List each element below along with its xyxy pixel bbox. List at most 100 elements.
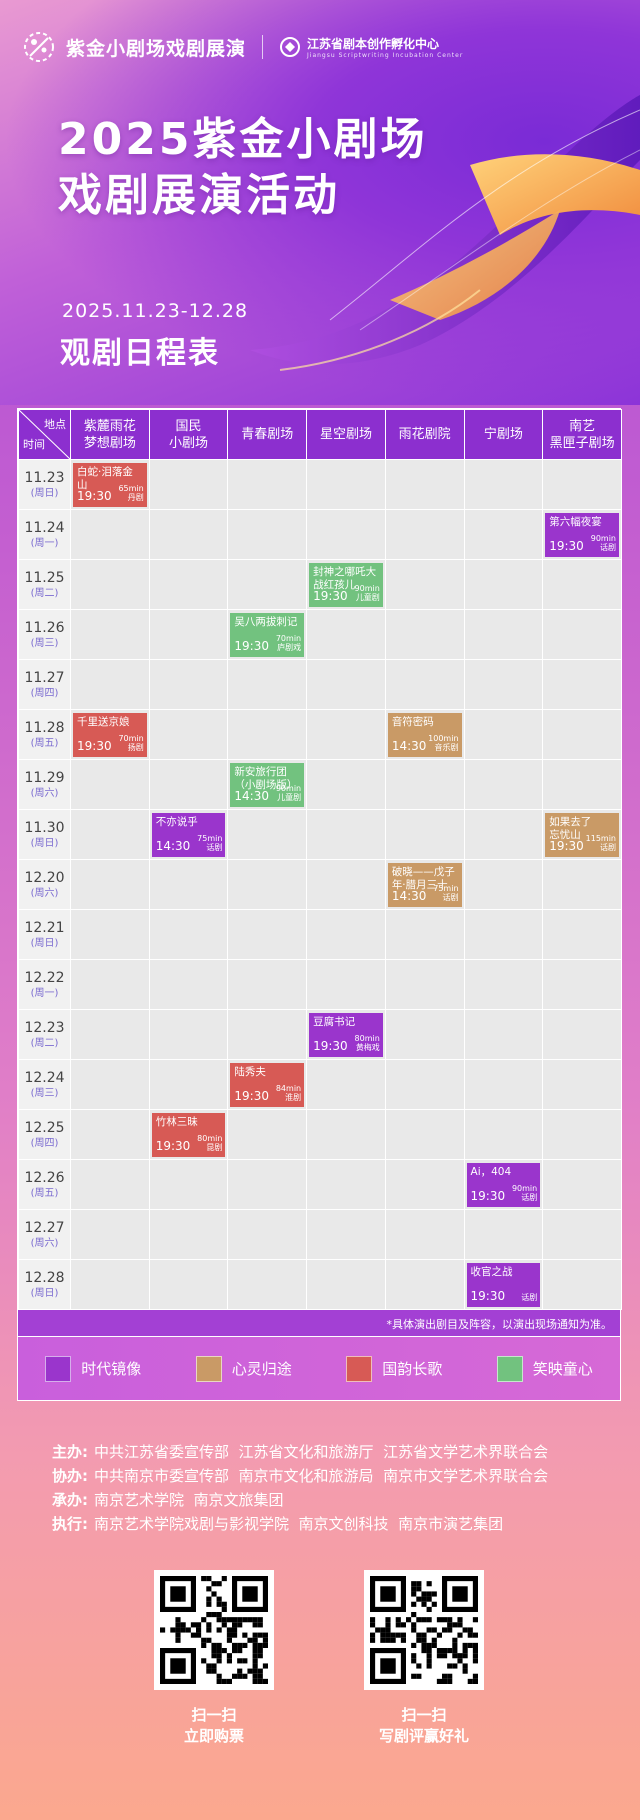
- performance-time: 19:30: [549, 839, 584, 853]
- performance-card[interactable]: 新安旅行团 （小剧场版） 14:30 90min 儿童剧: [230, 763, 305, 807]
- schedule-cell: [542, 659, 622, 710]
- schedule-cell: [148, 509, 229, 560]
- legend-item: 笑映童心: [496, 1355, 593, 1382]
- performance-title: 豆腐书记: [313, 1016, 356, 1028]
- performance-card[interactable]: 不亦说乎 14:30 75min 话剧: [151, 813, 226, 857]
- schedule-cell: 新安旅行团 （小剧场版） 14:30 90min 儿童剧: [227, 759, 308, 810]
- performance-card[interactable]: 竹林三昧 19:30 80min 昆剧: [151, 1113, 226, 1157]
- table-row: 12.24 (周三) 陆秀夫 19:30 84min 淮剧: [18, 1059, 622, 1110]
- performance-card[interactable]: 音符密码 14:30 100min 音乐剧: [387, 713, 462, 757]
- performance-time: 19:30: [549, 539, 584, 553]
- weekday-label: (周六): [30, 887, 59, 899]
- performance-card[interactable]: 吴八两拔刺记 19:30 70min 庐剧戏: [230, 613, 305, 657]
- date-label: 11.26: [24, 619, 65, 636]
- qr-review[interactable]: 扫一扫 写剧评赢好礼: [364, 1570, 484, 1746]
- schedule-cell: [463, 809, 544, 860]
- performance-duration: 90min: [275, 784, 302, 793]
- schedule-table: 地点 时间 紫麓雨花 梦想剧场 国民 小剧场 青春剧场 星空剧场 雨花剧院 宁剧场 南艺 黑…: [18, 409, 622, 1310]
- performance-card[interactable]: 如果去了 忘忧山 19:30 115min 话剧: [545, 813, 619, 857]
- schedule-cell: [463, 959, 544, 1010]
- partner-name: 江苏省剧本创作孵化中心: [307, 37, 440, 51]
- performance-genre: 话剧: [521, 1193, 538, 1202]
- table-row: 11.25 (周二) 封神之哪吒大战红孩儿 19:30 90min 儿童剧: [18, 559, 622, 610]
- performance-card[interactable]: 第六幅夜宴 19:30 90min 话剧: [545, 513, 619, 557]
- schedule-cell: [542, 909, 622, 960]
- performance-card[interactable]: 收官之战 19:30 话剧: [466, 1263, 541, 1307]
- schedule-cell: [70, 1109, 150, 1160]
- performance-card[interactable]: 白蛇·泪落金山 19:30 65min 丹剧: [73, 463, 147, 507]
- performance-title: Ai，404: [470, 1166, 512, 1178]
- schedule-cell: [148, 609, 229, 660]
- performance-genre: 昆剧: [206, 1143, 223, 1152]
- schedule-cell: Ai，404 19:30 90min 话剧: [463, 1159, 544, 1210]
- qr-code-icon[interactable]: [364, 1570, 484, 1690]
- venue-header: 紫麓雨花 梦想剧场: [70, 409, 150, 460]
- venue-header: 星空剧场: [306, 409, 386, 460]
- schedule-cell: [306, 759, 386, 810]
- performance-card[interactable]: 封神之哪吒大战红孩儿 19:30 90min 儿童剧: [309, 563, 383, 607]
- table-row: 11.26 (周三) 吴八两拔刺记 19:30 70min 庐剧戏: [18, 609, 622, 660]
- weekday-label: (周日): [30, 837, 59, 849]
- schedule-cell: 豆腐书记 19:30 80min 黄梅戏: [306, 1009, 386, 1060]
- performance-genre: 儿童剧: [355, 593, 380, 602]
- weekday-label: (周五): [30, 1187, 59, 1199]
- festival-logo-icon: [24, 32, 54, 62]
- performance-duration: 70min: [275, 634, 302, 643]
- organizer-role: 承办:: [52, 1491, 88, 1509]
- schedule-cell: [542, 1009, 622, 1060]
- performance-card[interactable]: 破晓——戊子年·腊月三十 14:30 75min 话剧: [387, 863, 462, 907]
- schedule-cell: [384, 509, 465, 560]
- date-label: 11.25: [24, 569, 65, 586]
- date-cell: 12.24 (周三): [18, 1059, 71, 1110]
- date-label: 12.24: [24, 1069, 65, 1086]
- performance-card[interactable]: 豆腐书记 19:30 80min 黄梅戏: [309, 1013, 383, 1057]
- schedule-cell: [306, 459, 386, 510]
- qr-code-icon[interactable]: [154, 1570, 274, 1690]
- date-cell: 12.28 (周日): [18, 1259, 71, 1310]
- performance-title: 陆秀夫: [234, 1066, 266, 1078]
- performance-card[interactable]: 陆秀夫 19:30 84min 淮剧: [230, 1063, 305, 1107]
- weekday-label: (周日): [30, 937, 59, 949]
- schedule-cell: [463, 1009, 544, 1060]
- performance-time: 14:30: [234, 789, 269, 803]
- performance-duration: 90min: [354, 584, 380, 593]
- performance-time: 19:30: [77, 739, 112, 753]
- schedule-cell: [227, 1209, 308, 1260]
- performance-title: 收官之战: [470, 1266, 513, 1278]
- schedule-cell: [384, 459, 465, 510]
- decorative-swirl: [250, 95, 640, 371]
- weekday-label: (周四): [30, 687, 59, 699]
- schedule-cell: [70, 659, 150, 710]
- date-cell: 12.27 (周六): [18, 1209, 71, 1260]
- logo-divider: [262, 35, 264, 59]
- performance-title: 竹林三昧: [155, 1116, 198, 1128]
- schedule-cell: [542, 1209, 622, 1260]
- performance-time: 19:30: [234, 1089, 269, 1103]
- date-cell: 11.24 (周一): [18, 509, 71, 560]
- performance-title: 吴八两拔刺记: [234, 616, 298, 628]
- organizer-role: 协办:: [52, 1467, 88, 1485]
- qr-ticket[interactable]: 扫一扫 立即购票: [154, 1570, 274, 1746]
- table-row: 12.21 (周日): [18, 909, 622, 960]
- disclaimer-note: *具体演出剧目及阵容，以演出现场通知为准。: [18, 1310, 620, 1336]
- schedule-cell: 不亦说乎 14:30 75min 话剧: [148, 809, 229, 860]
- schedule-cell: [542, 1159, 622, 1210]
- title-line-1: 2025紫金小剧场: [58, 114, 428, 165]
- performance-card[interactable]: Ai，404 19:30 90min 话剧: [466, 1163, 541, 1207]
- performance-title: 新安旅行团 （小剧场版）: [234, 766, 298, 791]
- performance-card[interactable]: 千里送京娘 19:30 70min 扬剧: [73, 713, 147, 757]
- performance-duration: 90min: [590, 534, 616, 543]
- date-label: 11.24: [24, 519, 65, 536]
- weekday-label: (周一): [30, 537, 59, 549]
- schedule-cell: [70, 1159, 150, 1210]
- schedule-cell: [306, 1109, 386, 1160]
- partner-logo-icon: [280, 37, 301, 57]
- schedule-cell: [148, 1159, 229, 1210]
- legend-label: 国韵长歌: [382, 1360, 443, 1378]
- schedule-cell: [384, 959, 465, 1010]
- schedule-cell: 第六幅夜宴 19:30 90min 话剧: [542, 509, 622, 560]
- date-cell: 12.20 (周六): [18, 859, 71, 910]
- schedule-cell: [148, 659, 229, 710]
- performance-duration: 100min: [428, 734, 459, 743]
- schedule-cell: [463, 509, 544, 560]
